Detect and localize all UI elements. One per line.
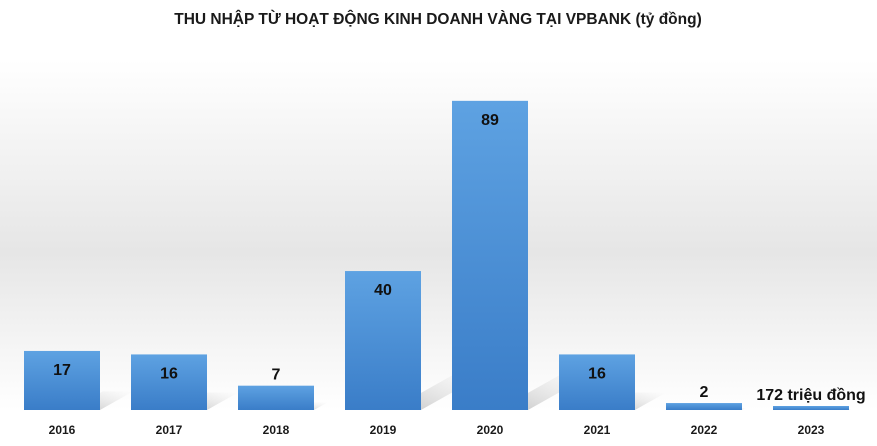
- data-label-2016: 17: [53, 362, 71, 379]
- bar-2019: [345, 271, 421, 410]
- data-label-2018: 7: [272, 367, 281, 384]
- data-label-2023: 172 triệu đồng: [756, 387, 865, 404]
- bar-2018: [238, 385, 314, 410]
- bar-2016: [24, 350, 100, 410]
- bars-group: [24, 100, 849, 410]
- bar-2021: [559, 354, 635, 410]
- x-tick-labels: 2016 2017 2018 2019 2020 2021 2022 2023: [49, 423, 825, 437]
- bar-2020: [452, 100, 528, 410]
- x-tick-2016: 2016: [49, 423, 76, 437]
- data-labels-group: 17 16 7 40 89 16 2 172 triệu đồng: [53, 112, 866, 404]
- plot-background: [0, 60, 877, 410]
- x-tick-2021: 2021: [584, 423, 611, 437]
- chart-title: THU NHẬP TỪ HOẠT ĐỘNG KINH DOANH VÀNG TẠ…: [174, 10, 702, 28]
- x-tick-2020: 2020: [477, 423, 504, 437]
- bar-2022: [666, 403, 742, 410]
- data-label-2020: 89: [481, 112, 499, 129]
- x-tick-2022: 2022: [691, 423, 718, 437]
- bar-2023: [773, 406, 849, 410]
- x-tick-2018: 2018: [263, 423, 290, 437]
- data-label-2022: 2: [700, 384, 709, 401]
- x-tick-2019: 2019: [370, 423, 397, 437]
- data-label-2021: 16: [588, 365, 606, 382]
- x-tick-2017: 2017: [156, 423, 183, 437]
- bar-2017: [131, 354, 207, 410]
- data-label-2017: 16: [160, 365, 178, 382]
- x-tick-2023: 2023: [798, 423, 825, 437]
- data-label-2019: 40: [374, 282, 392, 299]
